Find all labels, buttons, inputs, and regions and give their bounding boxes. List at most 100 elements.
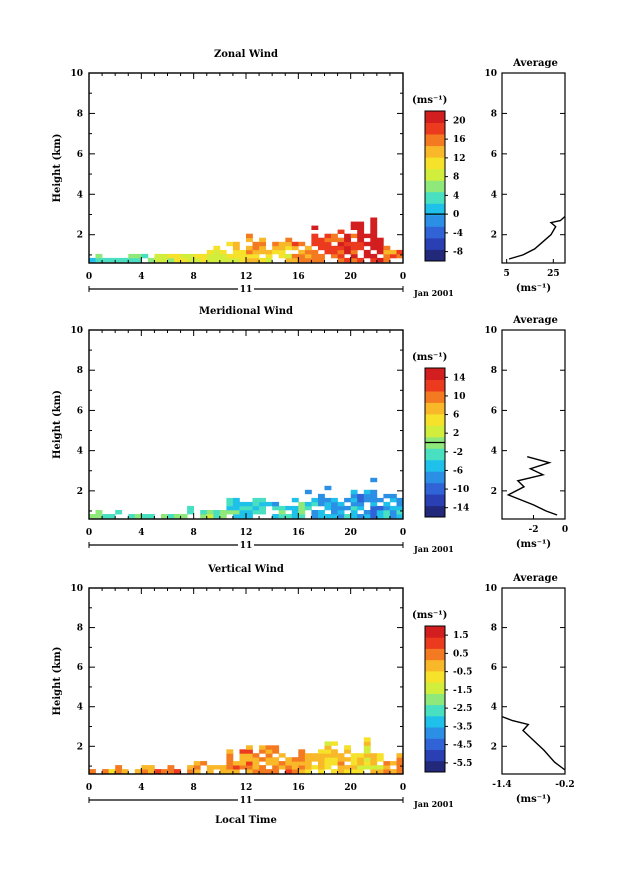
heatmap-cell: [363, 241, 371, 247]
heatmap-cell: [232, 245, 240, 251]
heatmap-cell: [337, 769, 345, 774]
colorbar-swatch: [425, 637, 445, 649]
heatmap-cell: [350, 221, 358, 226]
colorbar-swatch: [425, 448, 445, 461]
x-tick-label: 0: [400, 528, 406, 538]
date-label: Jan 2001: [413, 288, 454, 298]
day-label: 11: [240, 285, 253, 295]
heatmap-cell: [180, 514, 188, 519]
heatmap-cell: [304, 501, 312, 507]
heatmap-cell: [370, 769, 378, 774]
heatmap-cell: [370, 753, 378, 758]
heatmap-cell: [291, 245, 299, 251]
heatmap-cell: [344, 505, 351, 511]
heatmap-cell: [285, 769, 293, 774]
heatmap-cell: [337, 765, 345, 770]
heatmap-cell: [344, 249, 351, 255]
heatmap-cell: [363, 745, 371, 750]
heatmap-cell: [187, 253, 194, 259]
colorbar-swatch: [425, 157, 445, 170]
heatmap-cell: [318, 749, 325, 754]
heatmap-cell: [285, 761, 293, 766]
heatmap-cell: [357, 505, 365, 511]
colorbar-unit: (ms⁻¹): [412, 352, 447, 363]
heatmap-cell: [285, 757, 293, 762]
heatmap-cell: [246, 514, 253, 519]
heatmap-cell: [252, 765, 260, 770]
heatmap-cell: [285, 241, 293, 247]
colorbar-tick-label: -4: [453, 229, 463, 239]
y-tick-label: 8: [77, 109, 83, 119]
heatmap-cell: [226, 749, 234, 754]
heatmap-cell: [161, 769, 168, 774]
colorbar-swatch: [425, 413, 445, 426]
heatmap-cell: [331, 245, 338, 251]
heatmap-cell: [370, 505, 378, 511]
x-tick-label: 0: [86, 783, 92, 793]
heatmap-cell: [272, 757, 280, 762]
heatmap-cell: [219, 249, 227, 255]
heatmap-cell: [389, 514, 397, 519]
heatmap-cell: [239, 757, 247, 762]
heatmap-cell: [291, 514, 299, 519]
heatmap-cell: [350, 769, 358, 774]
heatmap-cell: [324, 497, 332, 503]
heatmap-cell: [331, 749, 338, 754]
heatmap-cell: [350, 510, 358, 515]
heatmap-cell: [337, 245, 345, 251]
heatmap-cell: [376, 257, 384, 263]
heatmap-cell: [232, 257, 240, 263]
heatmap-cell: [239, 765, 247, 770]
heatmap-cell: [291, 505, 299, 511]
heatmap-cell: [232, 510, 240, 515]
heatmap-cell: [246, 245, 253, 251]
heatmap-cell: [95, 253, 103, 259]
heatmap-cell: [206, 249, 214, 255]
x-tick-label: 20: [344, 272, 357, 282]
colorbar-tick-label: 0: [453, 210, 459, 220]
heatmap-cell: [246, 769, 253, 774]
heatmap-cell: [239, 753, 247, 758]
colorbar-swatch: [425, 237, 445, 250]
heatmap-cell: [265, 501, 273, 507]
heatmap-cells: [89, 217, 404, 263]
heatmap-cell: [108, 514, 116, 519]
x-tick-label: 20: [344, 528, 357, 538]
heatmap-cell: [291, 510, 299, 515]
x-tick-label: 8: [191, 528, 197, 538]
heatmap-cell: [318, 757, 325, 762]
average-panel: Average 2 4 6 8 10 5 25 (ms⁻¹): [484, 58, 566, 294]
heatmap-cell: [344, 233, 351, 239]
day-label-bg: [238, 540, 254, 549]
heatmap-cell: [108, 769, 116, 774]
heatmap-cell: [344, 749, 351, 754]
heatmap-cell: [298, 757, 306, 762]
heatmap-cell: [272, 749, 280, 754]
heatmap-cell: [357, 493, 365, 499]
heatmap-cell: [219, 765, 227, 770]
colorbar-swatch: [425, 738, 445, 750]
heatmap-cell: [200, 510, 208, 515]
heatmap-cell: [259, 501, 266, 507]
heatmap-cell: [265, 249, 273, 255]
avg-y-tick-label: 10: [484, 69, 497, 79]
colorbar-swatch: [425, 482, 445, 495]
heatmap-cell: [206, 510, 214, 515]
x-tick-label: 8: [191, 783, 197, 793]
avg-y-tick-label: 4: [491, 703, 497, 713]
heatmap-cell: [370, 489, 378, 495]
heatmap-cell: [128, 257, 136, 263]
heatmap-cell: [219, 769, 227, 774]
avg-y-tick-label: 10: [484, 584, 497, 594]
heatmap-cell: [298, 257, 306, 263]
heatmap-cell: [357, 241, 365, 247]
heatmap-cell: [252, 257, 260, 263]
heatmap-cell: [246, 765, 253, 770]
x-tick-label: 0: [86, 528, 92, 538]
heatmap-cell: [396, 497, 404, 503]
heatmap-cell: [350, 501, 358, 507]
heatmap-cell: [318, 765, 325, 770]
heatmap-cell: [239, 761, 247, 766]
colorbar-swatch: [425, 659, 445, 672]
